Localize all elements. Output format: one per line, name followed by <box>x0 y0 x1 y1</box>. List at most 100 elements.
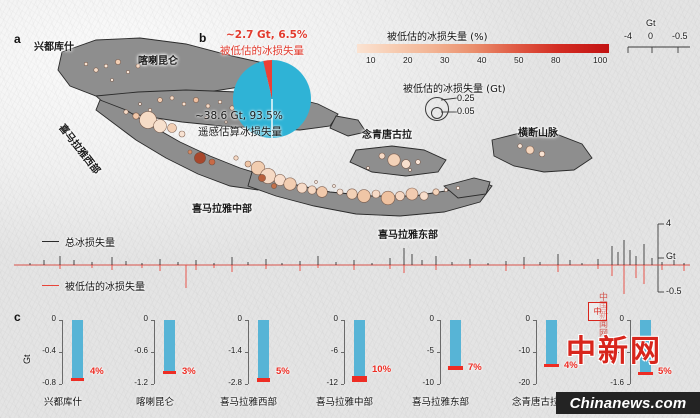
bar-tick-0-1 <box>59 352 62 353</box>
gt-axis-right-ruler <box>657 223 664 293</box>
bar-ticklabel-5-2: -20 <box>518 378 530 387</box>
watermark-english: Chinanews.com <box>556 392 700 414</box>
size-legend: 被低估的冰损失量 (Gt) 0.25 0.05 <box>395 80 565 128</box>
watermark-seal-icon: 中 <box>588 302 607 321</box>
bar-axis-1 <box>154 320 155 384</box>
colorbar-title: 被低估的冰损失量 (%) <box>387 32 488 43</box>
bar-pct-4: 7% <box>468 362 482 373</box>
map-label-himalaya-east: 喜马拉雅东部 <box>378 230 438 241</box>
bar-category-2: 喜马拉雅西部 <box>220 397 278 408</box>
stem-legend-under-label: 被低估的冰损失量 <box>65 282 145 293</box>
map-panel: a 兴都库什 喀喇昆仑 喜马拉雅西部 喜马拉雅中部 喜马拉雅东部 念青唐古拉 横… <box>14 32 593 241</box>
bar-total-6 <box>640 320 651 372</box>
bar-subchart-4: 0 -5 -10 7% 喜马拉雅东部 <box>412 314 508 410</box>
bar-total-4 <box>450 320 461 366</box>
bar-ticklabel-2-2: -2.8 <box>228 378 242 387</box>
gt-axis-tick-neg4: -4 <box>624 31 633 41</box>
bar-ticklabel-3-2: -12 <box>326 378 338 387</box>
pie-teal-value: ~38.6 Gt, 93.5% <box>195 110 283 122</box>
size-legend-circle-small <box>431 107 443 119</box>
bar-tick-1-0 <box>151 320 154 321</box>
bar-tick-3-1 <box>341 352 344 353</box>
gt-axis-top: Gt -4 0 -0.5 <box>620 18 698 58</box>
bar-total-2 <box>258 320 269 378</box>
map-label-hengduan: 横断山脉 <box>518 128 558 139</box>
bar-ticklabel-1-0: 0 <box>143 314 148 323</box>
bar-category-4: 喜马拉雅东部 <box>412 397 470 408</box>
bar-axis-5 <box>536 320 537 384</box>
bar-tick-4-0 <box>437 320 440 321</box>
colorbar-tick-30: 30 <box>440 55 450 65</box>
stem-legend-total: 总冰损失量 <box>42 234 115 249</box>
bar-tick-6-1 <box>627 352 630 353</box>
bar-under-4 <box>448 366 463 370</box>
bar-ticklabel-6-1: -0.8 <box>610 346 624 355</box>
bar-tick-0-0 <box>59 320 62 321</box>
bar-subchart-1: 0 -0.6 -1.2 3% 喀喇昆仑 <box>132 314 218 410</box>
bar-tick-2-2 <box>245 384 248 385</box>
bar-tick-4-1 <box>437 352 440 353</box>
stem-plot: 总冰损失量 被低估的冰损失量 <box>0 226 700 306</box>
bar-pct-0: 4% <box>90 366 104 377</box>
gt-axis-tick-neg05: -0.5 <box>672 31 688 41</box>
bar-category-1: 喀喇昆仑 <box>136 397 175 408</box>
stem-legend-total-label: 总冰损失量 <box>65 238 115 249</box>
size-legend-leaders <box>440 97 458 113</box>
bar-subchart-5: 0 -10 -20 4% 念青唐古拉 <box>512 314 604 410</box>
bar-under-2 <box>257 378 270 382</box>
size-legend-title: 被低估的冰损失量 (Gt) <box>403 84 506 95</box>
bar-total-1 <box>164 320 175 371</box>
bar-ticklabel-6-0: 0 <box>619 314 624 323</box>
map-label-himalaya-central: 喜马拉雅中部 <box>192 204 252 215</box>
panel-letter-b: b <box>199 31 207 45</box>
colorbar-tick-20: 20 <box>403 55 413 65</box>
bar-tick-6-2 <box>627 384 630 385</box>
gt-axis-right-tick-4: 4 <box>666 218 672 228</box>
bar-axis-4 <box>440 320 441 384</box>
bar-tick-2-0 <box>245 320 248 321</box>
bar-under-1 <box>163 371 176 374</box>
bar-tick-4-2 <box>437 384 440 385</box>
colorbar-tick-50: 50 <box>514 55 524 65</box>
bar-axis-3 <box>344 320 345 384</box>
bar-axis-2 <box>248 320 249 384</box>
bar-pct-1: 3% <box>182 366 196 377</box>
bar-total-0 <box>72 320 83 378</box>
bar-total-5 <box>546 320 557 364</box>
colorbar-tick-40: 40 <box>477 55 487 65</box>
bar-pct-6: 5% <box>658 366 672 377</box>
colorbar-tick-80: 80 <box>551 55 561 65</box>
size-legend-label-025: 0.25 <box>457 93 475 103</box>
bar-pct-2: 5% <box>276 366 290 377</box>
stem-legend-total-line <box>42 241 59 242</box>
bar-ticklabel-3-0: 0 <box>333 314 338 323</box>
bar-ticklabel-1-1: -0.6 <box>134 346 148 355</box>
glacier-loss-circles <box>84 58 546 206</box>
bar-axis-0 <box>62 320 63 384</box>
bar-subchart-3: 0 -6 -12 10% 喜马拉雅中部 <box>316 314 412 410</box>
gt-axis-title: Gt <box>646 18 656 28</box>
bar-under-6 <box>638 372 653 375</box>
gt-axis-right-unit: Gt <box>666 251 676 261</box>
bar-subchart-2: 0 -1.4 -2.8 5% 喜马拉雅西部 <box>220 314 316 410</box>
bar-category-5: 念青唐古拉 <box>512 397 560 408</box>
bar-tick-6-0 <box>627 320 630 321</box>
pie-red-label: 被低估的冰损失量 <box>220 45 304 57</box>
bar-under-0 <box>71 378 84 381</box>
bar-tick-5-0 <box>533 320 536 321</box>
bar-under-3 <box>352 376 367 382</box>
bar-ticklabel-4-1: -5 <box>426 346 434 355</box>
bar-pct-3: 10% <box>372 364 392 375</box>
bar-chart-panel: c Gt 0 -0.4 -0.8 4% 兴都库什 0 -0.6 -1.2 <box>0 306 700 418</box>
bar-ticklabel-4-2: -10 <box>422 378 434 387</box>
gt-axis-tick-0: 0 <box>648 31 654 41</box>
bar-tick-1-1 <box>151 352 154 353</box>
map-label-nyainqentanglha: 念青唐古拉 <box>362 130 412 141</box>
stem-plot-spikes <box>14 240 690 294</box>
colorbar-gradient <box>357 44 609 53</box>
bar-chart-ylabel: Gt <box>22 354 32 364</box>
panel-letter-a: a <box>14 32 21 46</box>
bar-ticklabel-0-2: -0.8 <box>42 378 56 387</box>
panel-letter-c: c <box>14 310 21 324</box>
